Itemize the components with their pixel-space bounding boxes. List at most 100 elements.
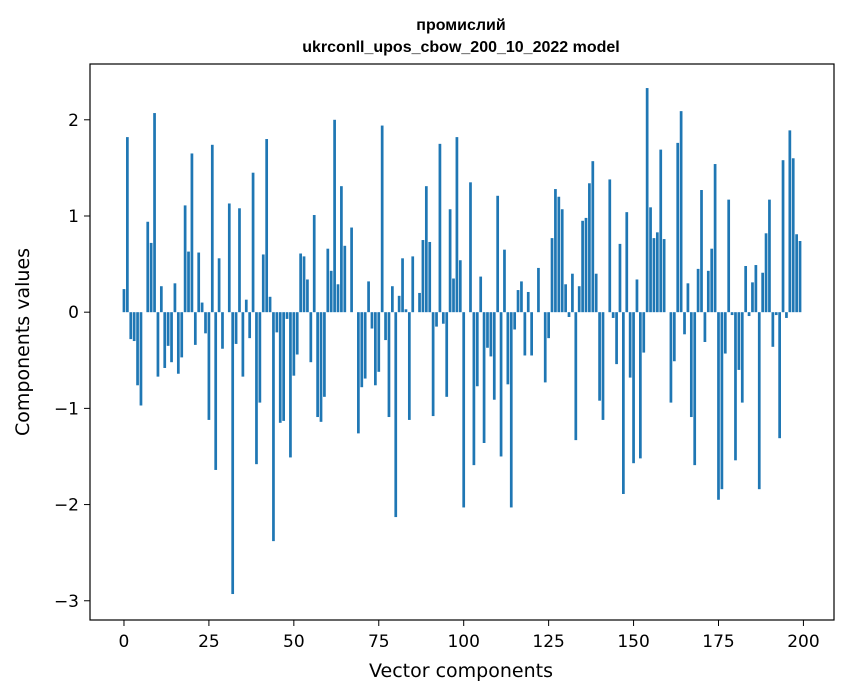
bar-103: [472, 312, 476, 466]
bar-53: [302, 256, 306, 313]
bar-73: [370, 312, 374, 329]
bar-132: [571, 273, 574, 313]
bar-26: [210, 144, 214, 313]
bar-72: [367, 281, 370, 313]
bar-137: [588, 183, 591, 313]
bar-111: [499, 312, 503, 457]
bar-28: [217, 258, 221, 313]
bar-118: [523, 312, 527, 356]
bar-110: [496, 195, 500, 313]
bar-7: [146, 221, 150, 313]
bar-78: [387, 312, 391, 418]
bar-96: [448, 209, 452, 313]
bar-176: [720, 312, 724, 490]
bar-188: [761, 272, 765, 313]
bar-57: [316, 312, 319, 418]
bar-179: [730, 312, 734, 316]
bar-62: [333, 119, 336, 313]
bar-194: [781, 160, 785, 313]
bar-113: [506, 312, 510, 385]
bar-43: [268, 296, 272, 313]
bar-22: [197, 252, 201, 313]
x-tick-label-200: 200: [787, 632, 819, 652]
bar-11: [159, 286, 163, 313]
bar-2: [129, 312, 133, 340]
bar-14: [170, 312, 173, 363]
bar-102: [469, 182, 472, 313]
bar-157: [655, 232, 659, 313]
bar-112: [503, 249, 506, 313]
bar-52: [299, 253, 302, 313]
bar-167: [689, 312, 693, 418]
bar-10: [156, 312, 160, 377]
bar-175: [717, 312, 720, 500]
bar-126: [550, 238, 554, 313]
bar-170: [700, 190, 703, 313]
bar-50: [292, 312, 296, 376]
bar-105: [479, 276, 483, 313]
bar-171: [703, 312, 707, 342]
bar-5: [139, 312, 143, 406]
bar-29: [221, 312, 224, 349]
bar-9: [153, 113, 156, 313]
bar-163: [676, 142, 680, 313]
bar-133: [574, 312, 578, 441]
bar-61: [329, 270, 333, 313]
y-tick-label--3: −3: [54, 592, 79, 612]
bar-90: [428, 241, 432, 313]
x-tick-label-150: 150: [617, 632, 649, 652]
bar-60: [326, 248, 330, 313]
bar-116: [516, 290, 520, 313]
bar-100: [462, 312, 466, 508]
bar-198: [795, 234, 798, 313]
bar-125: [547, 312, 550, 339]
bar-40: [258, 312, 262, 403]
bar-150: [632, 312, 635, 464]
bar-173: [710, 248, 714, 313]
bar-0: [122, 289, 126, 313]
bar-38: [251, 172, 255, 313]
bar-46: [278, 312, 282, 423]
bar-13: [166, 312, 170, 346]
bar-70: [360, 312, 364, 388]
bar-98: [455, 137, 459, 313]
bar-93: [438, 143, 442, 313]
bar-165: [683, 312, 686, 335]
bar-122: [537, 267, 540, 313]
bar-12: [163, 312, 167, 368]
bar-159: [662, 239, 666, 313]
bar-27: [214, 312, 218, 470]
bar-144: [611, 312, 615, 318]
bar-184: [747, 312, 751, 317]
bar-39: [255, 312, 258, 465]
bar-41: [261, 254, 265, 313]
bar-99: [458, 260, 462, 313]
bar-42: [265, 139, 269, 313]
bar-108: [489, 312, 493, 357]
bar-49: [289, 312, 292, 458]
bar-190: [768, 199, 771, 313]
bar-161: [669, 312, 673, 403]
bar-147: [622, 312, 625, 494]
y-axis-ticks: −3 −2 −1 0 1 2: [54, 111, 90, 612]
bar-196: [788, 130, 792, 313]
bar-48: [285, 312, 289, 319]
bar-185: [751, 282, 754, 313]
bar-47: [282, 312, 285, 421]
bar-131: [567, 312, 571, 317]
x-axis-label: Vector components: [369, 660, 553, 682]
bar-158: [659, 149, 663, 313]
bar-114: [509, 312, 513, 508]
y-tick-label-0: 0: [68, 303, 79, 323]
bar-17: [180, 312, 184, 358]
bar-151: [635, 279, 639, 313]
bar-19: [187, 251, 190, 313]
bar-58: [319, 312, 323, 422]
bar-89: [424, 186, 428, 313]
bar-82: [401, 258, 404, 313]
bar-124: [543, 312, 547, 383]
x-tick-label-100: 100: [447, 632, 479, 652]
bar-155: [649, 207, 652, 313]
x-tick-label-75: 75: [368, 632, 390, 652]
bar-104: [475, 312, 479, 387]
